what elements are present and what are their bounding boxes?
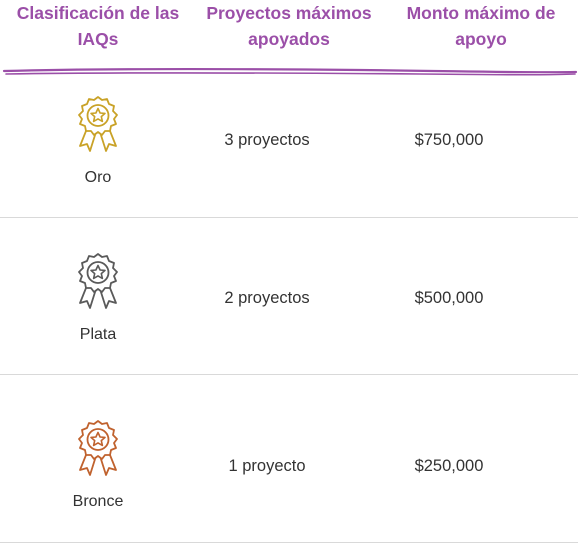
table-row: Plata 2 proyectos $500,000 [0,218,578,375]
header-max-projects: Proyectos máximos apoyados [206,3,372,49]
amount-cell: $750,000 [414,131,484,149]
bronze-award-ribbon-icon [78,420,118,476]
tier-badge: Oro [60,96,136,188]
tier-label: Plata [79,326,117,343]
table-row: Bronce 1 proyecto $250,000 [0,375,578,543]
projects-cell: 1 proyecto [228,457,306,475]
header-max-amount: Monto máximo de apoyo [406,3,556,49]
silver-award-ribbon-icon [78,253,118,309]
header-classification: Clasificación de las IAQs [16,3,180,49]
projects-cell: 2 proyectos [224,289,310,307]
gold-award-ribbon-icon [78,96,118,152]
amount-cell: $250,000 [414,457,484,475]
tier-label: Oro [84,169,112,186]
header-divider [2,67,578,76]
tier-badge: Plata [60,253,136,345]
amount-cell: $500,000 [414,289,484,307]
table-header: Clasificación de las IAQs Proyectos máxi… [0,0,578,72]
projects-cell: 3 proyectos [224,131,310,149]
tier-label: Bronce [72,493,124,510]
table-row: Oro 3 proyectos $750,000 [0,82,578,218]
tier-badge: Bronce [60,420,136,512]
